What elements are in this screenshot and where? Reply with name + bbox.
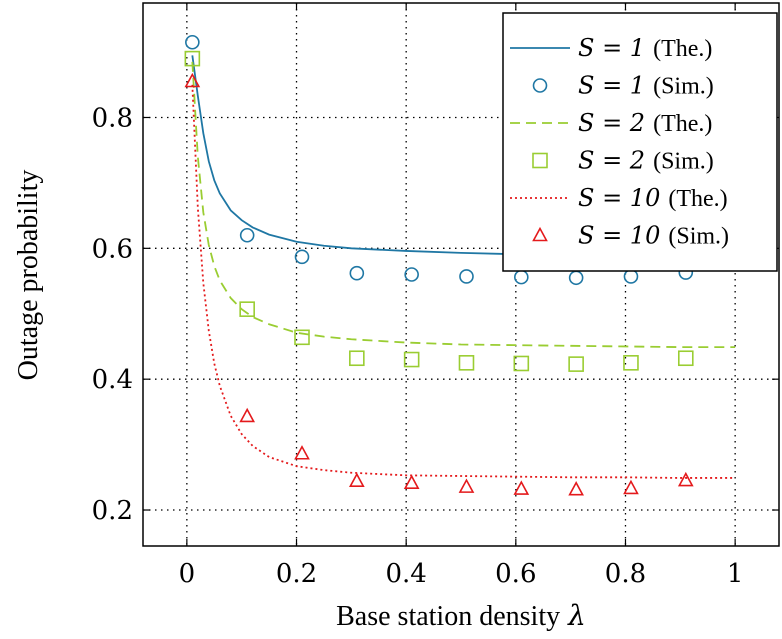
series-s-2-the (191, 61, 736, 349)
y-tick-label: 0.6 (92, 234, 133, 264)
data-point (568, 270, 584, 286)
x-tick-label: 0.6 (495, 559, 536, 589)
legend-swatch (532, 226, 548, 242)
data-point (513, 480, 530, 495)
series-s-10-the (191, 84, 736, 479)
legend-label-note: (Sim.) (653, 74, 714, 100)
series-s-10-sim (184, 72, 694, 496)
legend-label-math: S = 2 (578, 109, 645, 137)
x-tick-label: 0.2 (276, 559, 317, 589)
y-axis-title: Outage probability (13, 170, 44, 381)
legend-label: S = 10 (The.) (578, 184, 728, 212)
legend-label-math: S = 1 (578, 34, 645, 62)
data-point (568, 356, 584, 372)
x-tick-label: 1 (727, 559, 744, 589)
data-point (294, 249, 310, 265)
legend-label: S = 1 (The.) (578, 34, 712, 62)
plot-frame (142, 2, 780, 547)
legend-entry: S = 10 (The.) (510, 184, 728, 212)
legend-label: S = 1 (Sim.) (578, 72, 714, 100)
series-line (191, 84, 736, 479)
legend-entry: S = 1 (Sim.) (532, 72, 714, 100)
x-axis-title: Base station density λ (336, 599, 586, 632)
legend-swatch (532, 152, 548, 169)
legend-label-math: S = 10 (578, 222, 660, 250)
series-line (191, 61, 736, 349)
data-point (239, 227, 255, 243)
legend-entry: S = 1 (The.) (510, 34, 712, 62)
y-tick-label: 0.2 (92, 496, 133, 526)
y-tick-label: 0.4 (92, 365, 133, 395)
data-point (403, 351, 420, 368)
data-point (459, 269, 474, 284)
data-point (349, 350, 365, 367)
legend: S = 1 (The.) S = 1 (Sim.) S = 2 (The.) S = 2 (S… (502, 12, 778, 272)
legend-label-note: (The.) (668, 186, 727, 212)
data-point (677, 350, 694, 367)
data-point (184, 50, 201, 67)
legend-entry: S = 2 (Sim.) (532, 147, 714, 175)
data-point (403, 474, 420, 489)
legend-label: S = 2 (The.) (578, 109, 712, 137)
legend-label-math: S = 10 (578, 184, 660, 212)
data-point (623, 269, 639, 284)
data-point (514, 269, 529, 285)
legend-label-note: (The.) (653, 111, 712, 137)
y-tick-label: 0.8 (92, 103, 133, 133)
axis-ticks: 0 0.2 0.4 0.6 0.8 1 0.2 0.4 0.6 0.8 (92, 3, 779, 589)
legend-entry: S = 2 (The.) (510, 109, 712, 137)
data-point (458, 355, 475, 371)
x-axis-title-symbol: λ (567, 599, 586, 632)
legend-label-note: (Sim.) (653, 149, 714, 175)
data-point (513, 355, 530, 372)
data-point (294, 329, 310, 346)
data-point (623, 355, 639, 371)
legend-label-note: (The.) (653, 36, 712, 62)
legend-label-math: S = 1 (578, 72, 645, 100)
legend-box (502, 12, 778, 272)
data-point (239, 407, 256, 423)
data-point (623, 479, 639, 495)
legend-entry: S = 10 (Sim.) (532, 222, 729, 250)
data-point (184, 72, 201, 88)
legend-label: S = 10 (Sim.) (578, 222, 729, 250)
data-point (294, 445, 310, 460)
data-point (239, 301, 255, 317)
legend-label: S = 2 (Sim.) (578, 147, 714, 175)
data-point (404, 267, 419, 282)
x-tick-label: 0.4 (385, 559, 426, 589)
x-tick-label: 0.8 (605, 559, 646, 589)
data-point (349, 265, 365, 281)
data-point (185, 34, 200, 50)
legend-label-note: (Sim.) (668, 224, 729, 250)
data-point (348, 472, 365, 488)
series-s-2-sim (184, 50, 694, 372)
x-axis-title-text: Base station density (336, 601, 560, 632)
x-tick-label: 0 (179, 559, 196, 589)
data-point (458, 478, 475, 493)
data-point (677, 471, 694, 487)
legend-label-math: S = 2 (578, 147, 645, 175)
legend-swatch (532, 78, 548, 93)
data-point (568, 481, 584, 496)
